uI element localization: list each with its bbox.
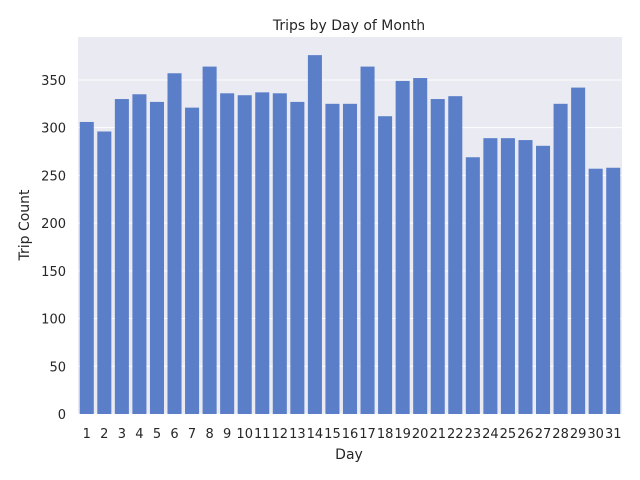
bar [588, 168, 603, 414]
bar [518, 140, 533, 414]
y-tick-label: 0 [58, 408, 66, 423]
y-tick-label: 100 [41, 313, 66, 328]
x-tick-label: 19 [394, 427, 411, 442]
bar [606, 167, 621, 414]
bar [79, 121, 94, 414]
x-tick-label: 14 [307, 427, 324, 442]
x-tick-label: 5 [153, 427, 161, 442]
x-tick-label: 11 [254, 427, 271, 442]
x-tick-label: 9 [223, 427, 231, 442]
x-tick-label: 20 [412, 427, 429, 442]
x-tick-label: 30 [587, 427, 604, 442]
x-tick-label: 6 [170, 427, 178, 442]
y-tick-label: 150 [41, 265, 66, 280]
bar [448, 96, 463, 414]
bar [255, 92, 270, 414]
bar [272, 93, 287, 414]
bar [395, 80, 410, 414]
x-tick-label: 18 [377, 427, 394, 442]
bar [500, 138, 515, 414]
x-tick-label: 3 [118, 427, 126, 442]
x-tick-label: 15 [324, 427, 341, 442]
x-tick-label: 25 [500, 427, 517, 442]
x-tick-label: 8 [205, 427, 213, 442]
bar [430, 99, 445, 415]
x-tick-label: 7 [188, 427, 196, 442]
x-tick-label: 31 [605, 427, 622, 442]
bar [167, 73, 182, 414]
x-tick-labels: 1 2 3 4 5 6 7 8 9 10 11 12 13 14 15 16 17 18 19 20 21 22 23 24 2… [83, 427, 622, 442]
bar [132, 94, 147, 415]
bar [114, 99, 129, 415]
bar [465, 157, 480, 414]
x-tick-label: 24 [482, 427, 499, 442]
x-tick-label: 12 [272, 427, 289, 442]
x-tick-label: 1 [83, 427, 91, 442]
y-tick-label: 50 [49, 360, 66, 375]
x-tick-label: 4 [135, 427, 143, 442]
x-tick-label: 28 [552, 427, 569, 442]
bar [342, 103, 358, 415]
bar [237, 95, 252, 415]
x-tick-label: 26 [517, 427, 534, 442]
bar [360, 66, 375, 414]
x-tick-label: 13 [289, 427, 306, 442]
x-tick-label: 29 [570, 427, 587, 442]
y-tick-label: 300 [41, 122, 66, 137]
y-tick-label: 200 [41, 217, 66, 232]
bar [220, 93, 235, 414]
x-tick-label: 2 [100, 427, 108, 442]
bar [571, 87, 586, 414]
y-tick-label: 350 [41, 74, 66, 89]
x-tick-label: 23 [465, 427, 482, 442]
y-axis-label: Trip Count [17, 189, 33, 262]
x-tick-label: 27 [535, 427, 552, 442]
bar [307, 55, 322, 414]
y-tick-label: 250 [41, 169, 66, 184]
y-tick-labels: 0 50 100 150 200 250 300 350 [41, 74, 66, 423]
bar [97, 131, 112, 415]
x-tick-label: 22 [447, 427, 464, 442]
bar [149, 101, 164, 414]
x-tick-label: 21 [429, 427, 446, 442]
bar [413, 78, 428, 415]
bar [185, 107, 200, 415]
chart-title: Trips by Day of Month [272, 18, 425, 34]
bar [553, 103, 568, 415]
bar [202, 66, 217, 414]
x-tick-label: 16 [342, 427, 359, 442]
bar [290, 101, 305, 414]
bar [536, 145, 551, 415]
x-axis-label: Day [335, 447, 363, 463]
bar [378, 116, 393, 415]
bar [325, 103, 340, 415]
bars [79, 55, 621, 415]
bar [483, 138, 498, 414]
x-tick-label: 17 [359, 427, 376, 442]
x-tick-label: 10 [236, 427, 253, 442]
